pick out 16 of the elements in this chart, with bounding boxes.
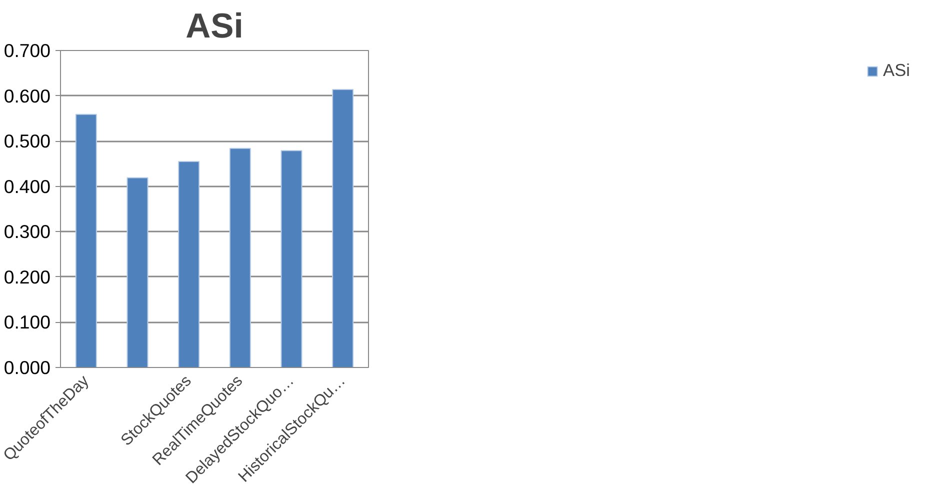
bar (280, 150, 302, 368)
y-tick-label: 0.000 (4, 357, 50, 378)
legend-label: ASi (883, 60, 910, 81)
y-tick-label: 0.700 (4, 40, 50, 61)
y-tick-label: 0.600 (4, 85, 50, 106)
y-tick-label: 0.300 (4, 221, 50, 242)
bar (126, 177, 148, 368)
bar (75, 114, 97, 368)
y-tick-label: 0.500 (4, 130, 50, 152)
bar (332, 88, 354, 368)
bar (178, 160, 200, 368)
chart-title: ASi (186, 8, 244, 46)
y-tick-label: 0.100 (4, 312, 50, 333)
y-tick-label: 0.400 (4, 176, 50, 197)
bar (229, 148, 251, 368)
y-tick-label: 0.200 (4, 266, 50, 288)
